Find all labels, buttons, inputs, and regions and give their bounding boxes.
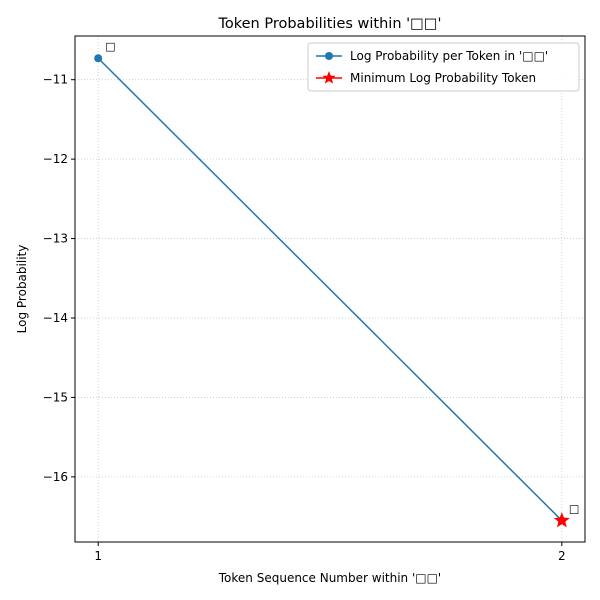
legend-label-highlight: Minimum Log Probability Token (350, 71, 536, 85)
data-point (94, 54, 103, 63)
y-tick-label: −15 (43, 390, 68, 404)
plot-frame (74, 35, 586, 543)
min-point-star (553, 512, 570, 528)
ticks: 1 2 −11 −12 −13 −14 −15 −16 (43, 73, 566, 563)
y-tick-label: −13 (43, 232, 68, 246)
legend-box (307, 42, 580, 92)
point-annotation: □ (105, 40, 115, 53)
x-tick-label: 1 (94, 549, 102, 563)
grid (75, 36, 585, 542)
point-annotation: □ (569, 503, 579, 516)
legend-label-series: Log Probability per Token in '□□' (350, 49, 548, 63)
legend: Log Probability per Token in '□□' Minimu… (307, 42, 580, 92)
series-layer: □□ (94, 40, 579, 528)
series-line (97, 57, 563, 522)
y-tick-label: −14 (43, 311, 68, 325)
x-axis-label: Token Sequence Number within '□□' (218, 571, 441, 585)
y-tick-label: −16 (43, 470, 68, 484)
y-axis-label: Log Probability (15, 245, 29, 334)
legend-marker-star (322, 71, 336, 84)
y-tick-label: −12 (43, 152, 68, 166)
x-tick-label: 2 (558, 549, 566, 563)
legend-marker-circle (325, 52, 333, 60)
chart-title: Token Probabilities within '□□' (217, 16, 441, 32)
y-tick-label: −11 (43, 73, 68, 87)
